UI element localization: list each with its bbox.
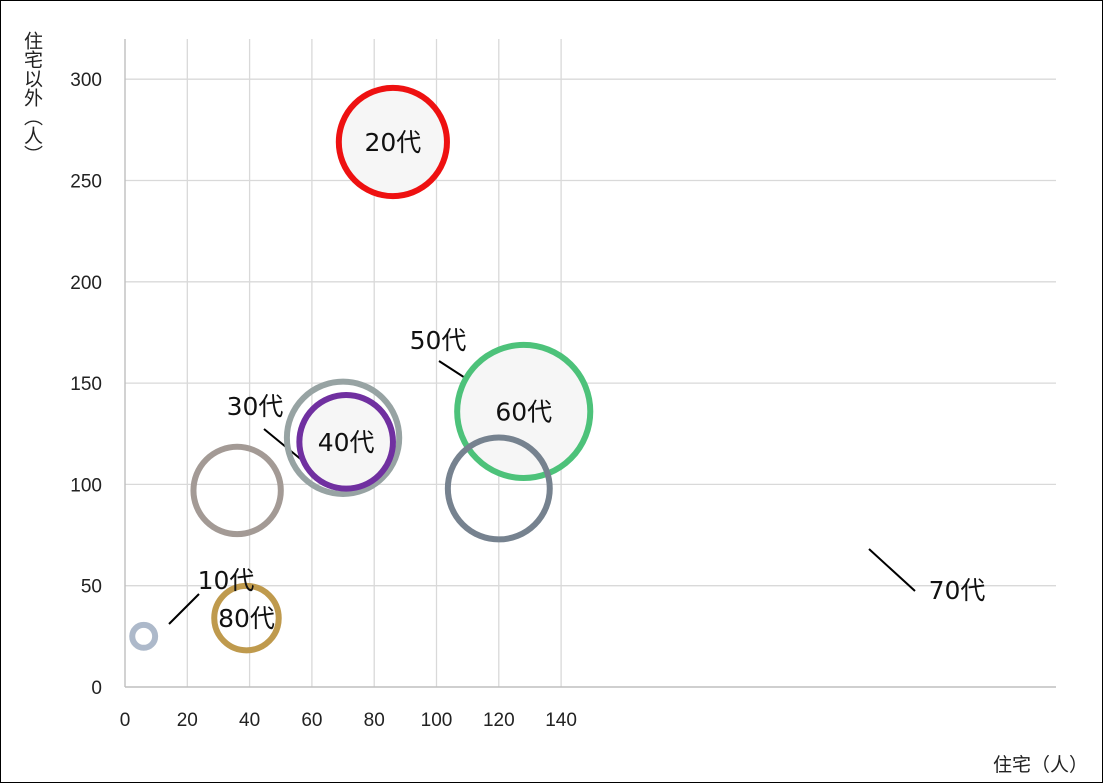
y-tick-label: 0 [91,678,102,699]
bubble-40代 [296,392,396,492]
bubble-80代 [211,582,282,654]
leader-line [263,428,304,462]
bubbles [129,84,594,654]
x-tick-label: 20 [177,710,198,731]
x-tick-label: 80 [364,710,385,731]
axis-titles: 住宅（人） 住宅以外（人） [21,31,1088,776]
x-tick-label: 40 [239,710,260,731]
bubble-30代 [190,443,284,538]
bubble-20代 [335,84,450,200]
bubble-label: 70代 [929,576,986,605]
bubble-label: 40代 [318,428,375,457]
y-axis-title: 住宅以外（人） [21,31,43,164]
bubble-50代 [283,378,403,497]
bubble-70代 [444,434,553,543]
bubble-10代 [129,621,159,651]
x-tick-label: 0 [120,710,131,731]
y-tick-label: 200 [70,273,102,294]
x-tick-label: 140 [545,710,577,731]
leader-line [868,548,916,592]
x-tick-label: 100 [421,710,453,731]
bubble-label: 50代 [410,326,467,355]
y-tick-label: 50 [81,577,102,598]
x-tick-label: 120 [483,710,515,731]
bubble-60代 [454,341,594,482]
x-axis-title: 住宅（人） [993,754,1088,776]
bubble-label: 60代 [495,397,552,426]
bubble-labels: 10代 20代 30代 50代 40代 60代 70代 80代 [198,128,986,633]
x-tick-label: 60 [301,710,322,731]
y-tick-label: 300 [70,70,102,91]
y-tick-label: 150 [70,374,102,395]
axes: 0 20 40 60 80 100 120 140 0 50 100 150 200 250 300 [70,39,1056,731]
y-tick-label: 100 [70,475,102,496]
y-tick-label: 250 [70,172,102,193]
bubble-label: 20代 [364,128,421,157]
bubble-label: 30代 [227,392,284,421]
leader-line [168,593,200,625]
bubble-label: 80代 [218,604,275,633]
bubble-label: 10代 [198,566,255,595]
